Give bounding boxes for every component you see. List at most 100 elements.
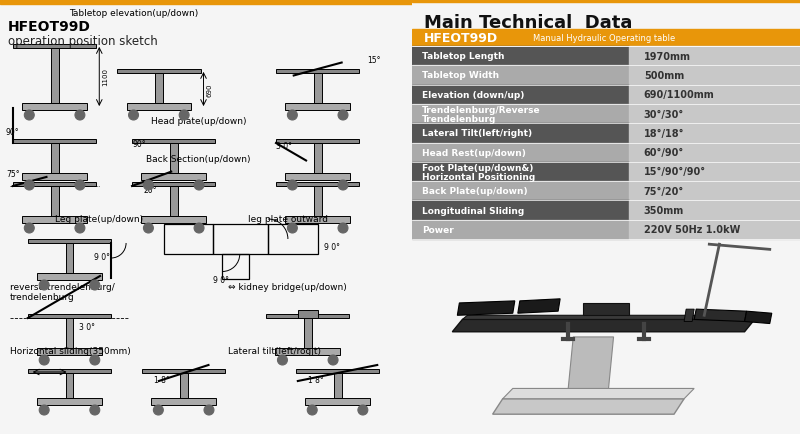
- Text: HFEOT99D: HFEOT99D: [8, 20, 91, 34]
- Bar: [412, 124, 629, 143]
- Bar: [412, 220, 629, 240]
- Bar: [13, 183, 96, 187]
- Text: Lateral Tilt(left/right): Lateral Tilt(left/right): [422, 129, 532, 138]
- Circle shape: [194, 224, 204, 233]
- Bar: [334, 373, 342, 398]
- Text: 1 8°: 1 8°: [154, 375, 170, 384]
- Text: Trendelenburg/Reverse: Trendelenburg/Reverse: [422, 106, 541, 115]
- Polygon shape: [518, 299, 560, 313]
- Bar: [266, 314, 350, 318]
- Circle shape: [287, 111, 298, 121]
- Bar: [629, 162, 800, 182]
- Text: operation position sketch: operation position sketch: [8, 35, 158, 48]
- Bar: [306, 398, 370, 405]
- Bar: [629, 182, 800, 201]
- Text: Foot Plate(up/down&): Foot Plate(up/down&): [422, 164, 534, 173]
- Bar: [142, 217, 206, 224]
- Text: Head plate(up/down): Head plate(up/down): [151, 117, 246, 126]
- Circle shape: [328, 355, 338, 365]
- Bar: [412, 85, 629, 105]
- Text: Back Plate(up/down): Back Plate(up/down): [422, 187, 528, 196]
- Bar: [0, 0, 412, 5]
- Bar: [22, 217, 87, 224]
- Bar: [38, 273, 102, 280]
- Text: 9 0°: 9 0°: [94, 253, 110, 261]
- Text: 60°/90°: 60°/90°: [644, 148, 684, 158]
- Circle shape: [194, 181, 204, 191]
- Bar: [38, 398, 102, 405]
- Bar: [412, 162, 629, 182]
- Bar: [412, 105, 629, 124]
- Bar: [66, 318, 74, 348]
- Text: reverse trendelenburg/: reverse trendelenburg/: [10, 283, 114, 291]
- Circle shape: [75, 224, 85, 233]
- Circle shape: [39, 405, 49, 415]
- Circle shape: [287, 224, 298, 233]
- Bar: [50, 49, 58, 104]
- Circle shape: [338, 111, 348, 121]
- Text: 75°: 75°: [6, 170, 19, 178]
- Bar: [276, 140, 359, 144]
- Bar: [22, 174, 87, 181]
- Bar: [132, 183, 215, 187]
- Text: 9 0°: 9 0°: [214, 275, 230, 284]
- Text: 90°: 90°: [132, 140, 146, 149]
- Bar: [28, 369, 111, 373]
- Bar: [629, 47, 800, 66]
- Bar: [268, 224, 318, 254]
- Bar: [50, 144, 58, 174]
- Bar: [142, 174, 206, 181]
- Bar: [13, 140, 96, 144]
- Text: 20°: 20°: [144, 186, 158, 194]
- Text: 18°/18°: 18°/18°: [644, 128, 684, 138]
- Bar: [304, 318, 312, 348]
- Circle shape: [179, 111, 189, 121]
- Text: Main Technical  Data: Main Technical Data: [424, 14, 633, 32]
- Bar: [629, 85, 800, 105]
- Circle shape: [129, 111, 138, 121]
- Bar: [412, 143, 629, 162]
- Text: 1100: 1100: [102, 68, 108, 86]
- Bar: [164, 224, 214, 254]
- Text: trendelenburg: trendelenburg: [10, 293, 74, 301]
- Text: ⇔ kidney bridge(up/down): ⇔ kidney bridge(up/down): [228, 283, 347, 291]
- Bar: [132, 140, 215, 144]
- Text: 15°/90°/90°: 15°/90°/90°: [644, 167, 706, 177]
- Text: Lateral tilt(left/rogjt): Lateral tilt(left/rogjt): [228, 346, 322, 355]
- Circle shape: [24, 181, 34, 191]
- Bar: [28, 314, 111, 318]
- Polygon shape: [502, 388, 694, 399]
- Circle shape: [204, 405, 214, 415]
- Text: HFEOT99D: HFEOT99D: [424, 32, 498, 45]
- Polygon shape: [694, 309, 746, 322]
- Bar: [629, 201, 800, 220]
- Bar: [314, 187, 322, 217]
- Bar: [142, 369, 226, 373]
- Text: Head Rest(up/down): Head Rest(up/down): [422, 148, 526, 157]
- Text: 30°/30°: 30°/30°: [644, 109, 684, 119]
- Text: Elevation (down/up): Elevation (down/up): [422, 91, 525, 99]
- Circle shape: [24, 111, 34, 121]
- Bar: [296, 369, 379, 373]
- Bar: [180, 373, 188, 398]
- Text: 3 0°: 3 0°: [276, 141, 292, 151]
- Text: 9 0°: 9 0°: [324, 243, 340, 251]
- Bar: [50, 187, 58, 217]
- Circle shape: [75, 181, 85, 191]
- Text: 3 0°: 3 0°: [79, 322, 95, 331]
- Text: Tabletop Width: Tabletop Width: [422, 71, 499, 80]
- Text: Manual Hydraulic Operating table: Manual Hydraulic Operating table: [533, 34, 675, 43]
- Text: Horizontal Positioning: Horizontal Positioning: [422, 173, 535, 181]
- Polygon shape: [493, 399, 684, 414]
- Bar: [22, 104, 87, 111]
- Bar: [629, 143, 800, 162]
- Bar: [286, 104, 350, 111]
- Circle shape: [154, 405, 163, 415]
- Text: Longitudinal Sliding: Longitudinal Sliding: [422, 206, 524, 215]
- Text: Horizontal sliding(350mm): Horizontal sliding(350mm): [10, 346, 130, 355]
- Bar: [276, 183, 359, 187]
- Polygon shape: [583, 303, 629, 316]
- Circle shape: [90, 355, 100, 365]
- Bar: [629, 66, 800, 85]
- Bar: [151, 398, 216, 405]
